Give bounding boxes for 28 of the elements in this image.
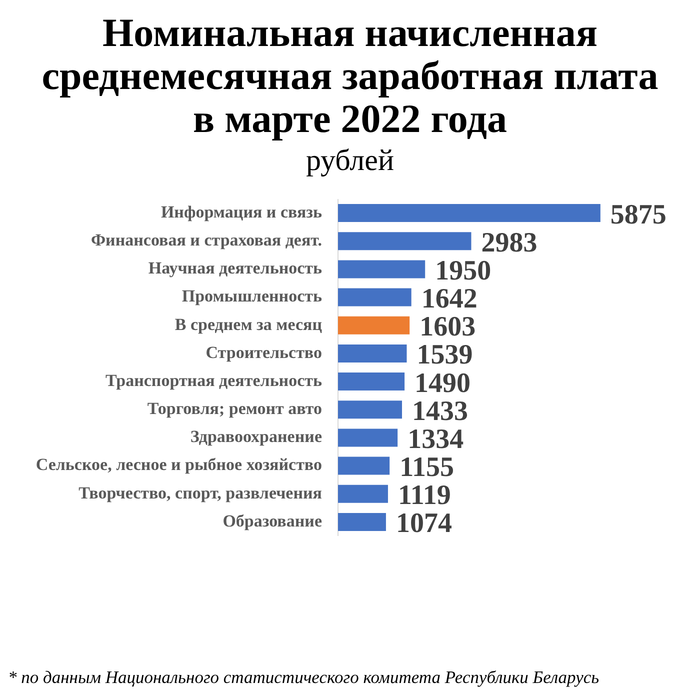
bar (338, 288, 412, 306)
chart-subtitle: рублей (304, 144, 396, 177)
bar (338, 204, 600, 222)
bar (338, 344, 407, 362)
y-tick-label: В среднем за месяц (174, 314, 322, 334)
y-tick-label: Здравоохранение (190, 427, 322, 446)
bar (338, 316, 410, 334)
y-tick-label: Информация и связь (160, 202, 322, 222)
data-label: 5875 (610, 199, 666, 230)
y-tick-label: Транспортная деятельность (105, 370, 322, 390)
bar (338, 372, 405, 391)
text: * по данным Национального статистического комитета Республики Беларусь (8, 667, 600, 688)
bar (338, 484, 388, 503)
bar (338, 456, 390, 475)
y-tick-label: Образование (222, 511, 322, 530)
y-tick-label: Творчество, спорт, развлечения (78, 483, 322, 502)
y-tick-label: Научная деятельность (148, 258, 322, 278)
y-tick-label: Финансовая и страховая деят. (90, 230, 322, 250)
y-tick-label: Торговля; ремонт авто (147, 399, 322, 418)
y-tick-label: Строительство (206, 342, 322, 362)
bar (338, 400, 402, 419)
bar (338, 428, 398, 447)
y-tick-label: Промышленность (182, 286, 322, 306)
bar (338, 512, 386, 531)
y-tick-label: Сельское, лесное и рыбное хозяйство (36, 455, 322, 474)
bar (338, 232, 472, 250)
bar (338, 260, 426, 278)
chart-title: Номинальная начисленная среднемесячная заработная плата в марте 2022 года (40, 10, 660, 141)
